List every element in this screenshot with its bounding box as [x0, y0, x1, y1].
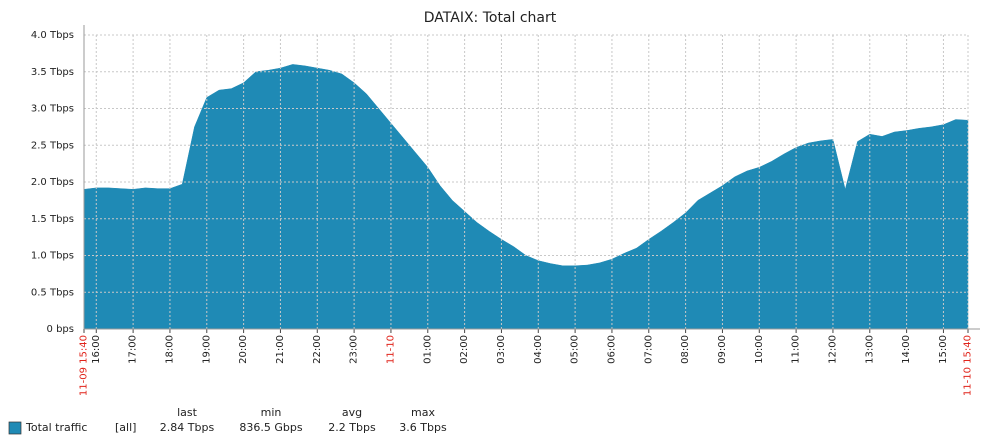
legend-value: 2.84 Tbps: [160, 421, 215, 434]
x-tick-label: 05:00: [570, 335, 581, 364]
legend-scope: [all]: [115, 421, 136, 434]
legend-header: min: [261, 406, 282, 419]
x-tick-label: 11-09 15:40: [79, 335, 90, 396]
x-tick-label: 06:00: [606, 335, 617, 364]
legend-value: 2.2 Tbps: [328, 421, 376, 434]
legend-header: max: [411, 406, 435, 419]
x-tick-label: 07:00: [643, 335, 654, 364]
y-tick-label: 0.5 Tbps: [31, 287, 74, 298]
y-tick-label: 4.0 Tbps: [31, 30, 74, 41]
x-tick-label: 18:00: [164, 335, 175, 364]
x-tick-label: 12:00: [827, 335, 838, 364]
y-tick-label: 1.5 Tbps: [31, 214, 74, 225]
x-tick-label: 21:00: [275, 335, 286, 364]
legend-value: 836.5 Gbps: [239, 421, 302, 434]
x-tick-label: 02:00: [459, 335, 470, 364]
legend-header: last: [177, 406, 198, 419]
y-tick-label: 3.0 Tbps: [31, 104, 74, 115]
y-tick-label: 3.5 Tbps: [31, 67, 74, 78]
x-tick-label: 16:00: [91, 335, 102, 364]
x-tick-label: 19:00: [201, 335, 212, 364]
x-tick-label: 14:00: [901, 335, 912, 364]
legend-value: 3.6 Tbps: [399, 421, 447, 434]
x-tick-label: 22:00: [312, 335, 323, 364]
x-tick-label: 04:00: [533, 335, 544, 364]
x-tick-label: 11:00: [791, 335, 802, 364]
y-tick-label: 0 bps: [47, 324, 74, 335]
area: [83, 64, 969, 330]
x-tick-label: 20:00: [238, 335, 249, 364]
legend-label: Total traffic: [25, 421, 87, 434]
x-tick-label: 11-10: [385, 335, 396, 364]
x-tick-label: 08:00: [680, 335, 691, 364]
x-tick-label: 11-10 15:40: [963, 335, 974, 396]
x-tick-label: 15:00: [938, 335, 949, 364]
chart-title: DATAIX: Total chart: [424, 10, 557, 26]
x-tick-label: 10:00: [754, 335, 765, 364]
x-tick-label: 09:00: [717, 335, 728, 364]
y-tick-label: 1.0 Tbps: [31, 251, 74, 262]
legend-header: avg: [342, 406, 362, 419]
x-tick-label: 17:00: [128, 335, 139, 364]
x-tick-label: 23:00: [349, 335, 360, 364]
y-tick-label: 2.5 Tbps: [31, 140, 74, 151]
x-tick-label: 13:00: [864, 335, 875, 364]
x-tick-label: 01:00: [422, 335, 433, 364]
legend-swatch: [8, 421, 22, 435]
y-tick-label: 2.0 Tbps: [31, 177, 74, 188]
x-tick-label: 03:00: [496, 335, 507, 364]
